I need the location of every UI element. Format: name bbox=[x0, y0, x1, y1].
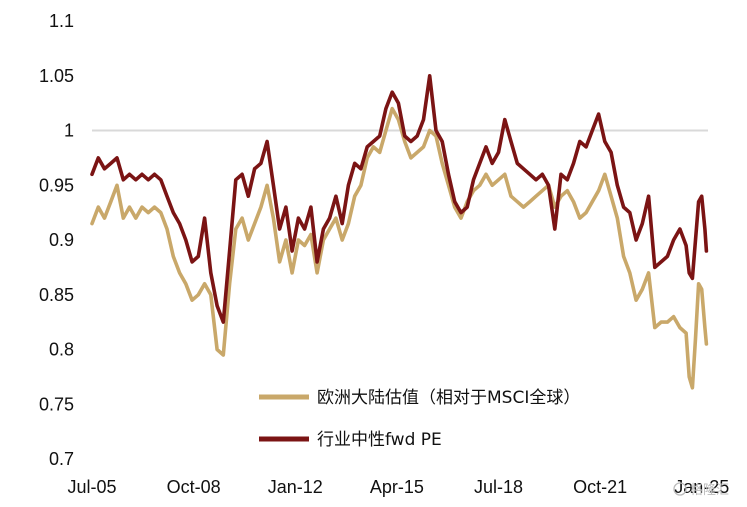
x-axis-ticks: Jul-05 Oct-08 Jan-12 Apr-15 Jul-18 Oct-21 Jan-… bbox=[67, 477, 729, 497]
y-tick-label: 0.75 bbox=[39, 394, 74, 414]
series-lines bbox=[90, 74, 709, 390]
series-line-1 bbox=[90, 106, 709, 390]
x-tick-label: Jan-25 bbox=[674, 477, 729, 497]
x-tick-label: Jul-18 bbox=[474, 477, 523, 497]
y-tick-label: 0.95 bbox=[39, 175, 74, 195]
y-tick-label: 1.1 bbox=[49, 11, 74, 31]
y-tick-label: 1.05 bbox=[39, 66, 74, 86]
watermark: 格隆汇 bbox=[673, 482, 729, 498]
y-axis-ticks: 0.7 0.75 0.8 0.85 0.9 0.95 1 1.05 1.1 bbox=[39, 11, 74, 469]
series-line-2 bbox=[90, 74, 709, 324]
legend: 欧洲大陆估值（相对于MSCI全球） 行业中性fwd PE bbox=[259, 388, 580, 450]
x-tick-label: Oct-21 bbox=[573, 477, 627, 497]
y-tick-label: 0.8 bbox=[49, 340, 74, 360]
legend-label-2: 行业中性fwd PE bbox=[317, 430, 442, 450]
watermark-text: 格隆汇 bbox=[690, 482, 729, 498]
legend-label-1: 欧洲大陆估值（相对于MSCI全球） bbox=[317, 388, 580, 408]
y-tick-label: 0.9 bbox=[49, 230, 74, 250]
y-tick-label: 1 bbox=[64, 121, 74, 141]
x-tick-label: Jul-05 bbox=[67, 477, 116, 497]
y-tick-label: 0.85 bbox=[39, 285, 74, 305]
x-tick-label: Jan-12 bbox=[268, 477, 323, 497]
x-tick-label: Apr-15 bbox=[370, 477, 424, 497]
x-tick-label: Oct-08 bbox=[167, 477, 221, 497]
y-tick-label: 0.7 bbox=[49, 449, 74, 469]
lock-icon bbox=[673, 482, 687, 496]
